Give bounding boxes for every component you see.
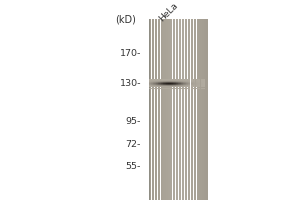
Bar [157,19,158,200]
Bar [161,19,162,200]
Bar [150,19,151,200]
Text: 72-: 72- [126,140,141,149]
Bar [195,19,196,200]
Bar [199,19,200,200]
Bar [187,19,188,200]
Bar [180,19,181,200]
Text: 55-: 55- [126,162,141,171]
Bar [194,19,195,200]
Bar [169,19,170,200]
Bar [175,19,176,200]
Bar [200,19,201,200]
Bar [169,19,170,200]
Bar [160,19,161,200]
Bar [153,19,154,200]
Bar [188,19,189,200]
Bar [156,19,157,200]
Bar [182,19,183,200]
Bar [196,19,197,200]
Bar [152,19,153,200]
Bar [179,19,180,200]
Bar [189,19,190,200]
Bar [159,19,160,200]
Bar [154,19,155,200]
Bar [206,19,207,200]
Bar [149,19,150,200]
Bar [164,19,165,200]
Bar [177,19,178,200]
Bar [186,19,187,200]
Bar [193,19,194,200]
Bar [148,19,149,200]
Bar [181,19,182,200]
Bar [172,19,173,200]
Bar [202,19,203,200]
Bar [207,19,208,200]
Bar [198,19,199,200]
Bar [184,19,185,200]
Bar [163,19,164,200]
Bar [203,19,204,200]
Bar [204,19,205,200]
Bar [151,19,152,200]
Bar [158,19,159,200]
Bar [183,19,184,200]
Bar [197,19,198,200]
Bar [191,19,192,200]
Bar [165,19,166,200]
Text: HeLa: HeLa [157,1,180,23]
Bar [173,19,174,200]
Bar [192,19,193,200]
Text: (kD): (kD) [116,15,136,25]
Bar [190,19,191,200]
Bar [176,19,177,200]
Bar [171,19,172,200]
Text: 95-: 95- [126,117,141,126]
Bar [166,19,167,200]
Bar [185,19,186,200]
Bar [174,19,175,200]
Text: 170-: 170- [120,49,141,58]
Bar [178,19,179,200]
Bar [167,19,168,200]
Text: 130-: 130- [119,79,141,88]
Bar [170,19,171,200]
Bar [168,19,169,200]
Bar [201,19,202,200]
Bar [155,19,156,200]
Bar [162,19,163,200]
Bar [205,19,206,200]
